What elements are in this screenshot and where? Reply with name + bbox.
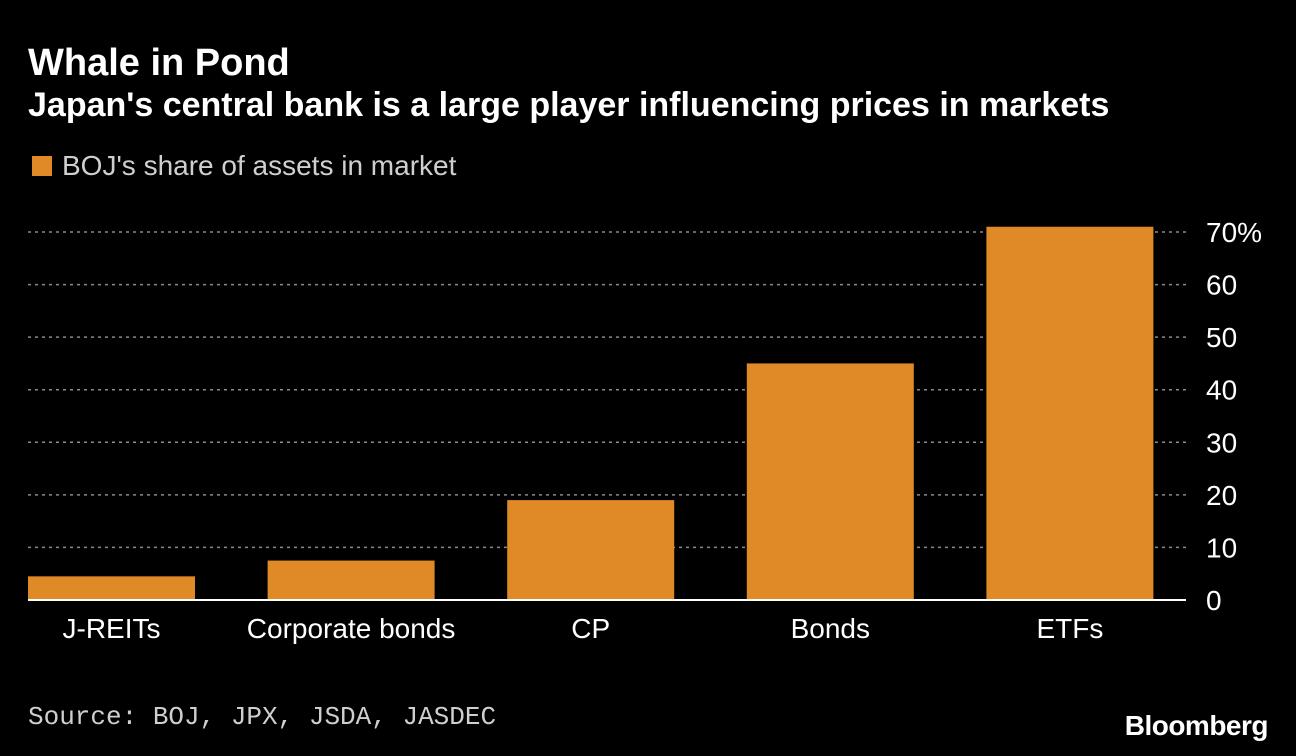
source-note: Source: BOJ, JPX, JSDA, JASDEC	[28, 702, 497, 732]
x-tick-label: CP	[571, 613, 610, 644]
x-tick-label: Corporate bonds	[247, 613, 456, 644]
legend-swatch	[32, 156, 52, 176]
legend: BOJ's share of assets in market	[32, 150, 456, 182]
y-tick-label: 50	[1206, 322, 1237, 353]
bar	[28, 576, 195, 600]
bar	[507, 500, 675, 600]
bloomberg-logo: Bloomberg	[1124, 710, 1269, 741]
chart-subtitle: Japan's central bank is a large player i…	[28, 86, 1110, 124]
chart-title: Whale in Pond	[28, 42, 290, 84]
y-tick-label: 20	[1206, 480, 1237, 511]
y-tick-label: 60	[1206, 270, 1237, 301]
bar	[986, 226, 1154, 600]
y-tick-label: 40	[1206, 375, 1237, 406]
x-tick-label: J-REITs	[63, 613, 161, 644]
bar	[746, 363, 914, 600]
bar	[267, 560, 435, 600]
x-tick-label: Bonds	[791, 613, 870, 644]
y-tick-label: 30	[1206, 427, 1237, 458]
y-tick-label: 70%	[1206, 217, 1262, 248]
y-tick-label: 10	[1206, 532, 1237, 563]
legend-label: BOJ's share of assets in market	[62, 150, 457, 181]
x-tick-label: ETFs	[1036, 613, 1103, 644]
y-tick-label: 0	[1206, 585, 1222, 616]
